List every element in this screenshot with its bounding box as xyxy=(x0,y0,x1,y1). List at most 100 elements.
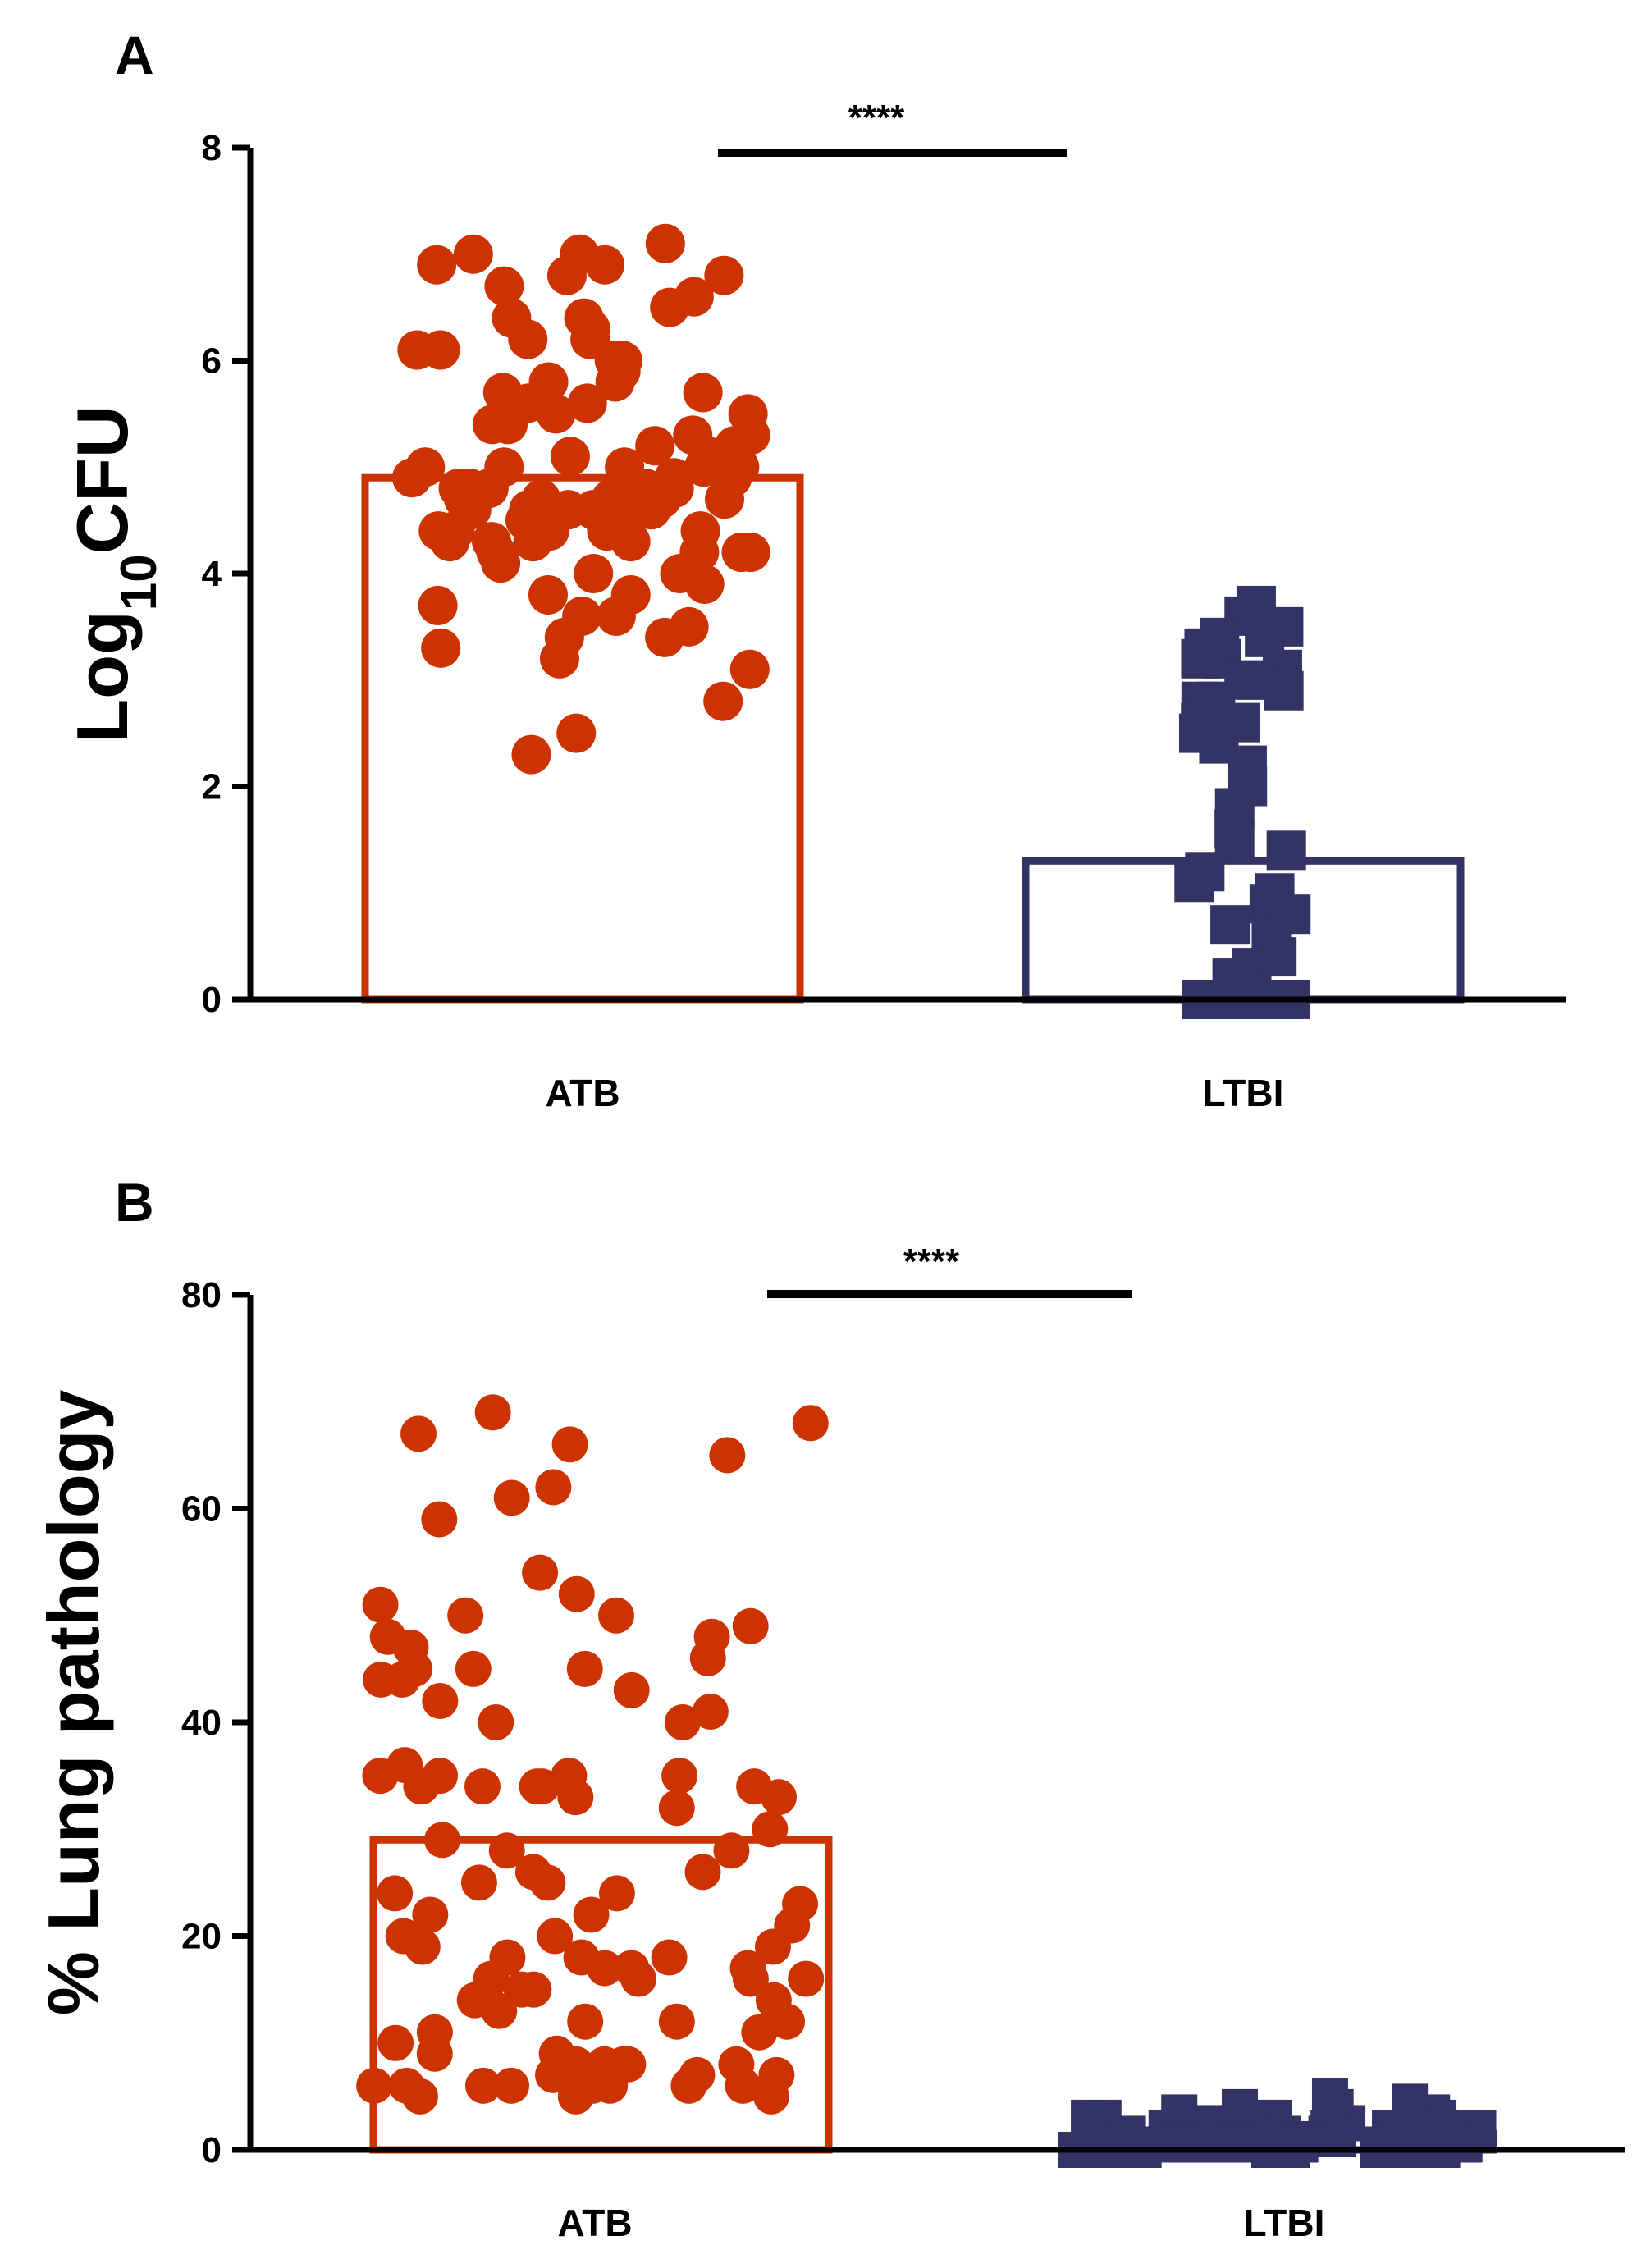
point-atb xyxy=(416,2035,453,2072)
point-atb xyxy=(481,1992,518,2029)
point-atb xyxy=(573,1896,610,1933)
panel-a: A 0 2 4 6 8 Log10CFU **** ATB LTBI xyxy=(62,25,1566,1114)
point-atb xyxy=(522,1554,559,1591)
point-atb xyxy=(464,1768,501,1805)
panel-a-significance-label: **** xyxy=(848,98,905,138)
point-atb xyxy=(484,447,524,487)
point-atb xyxy=(597,1597,634,1634)
point-atb xyxy=(635,426,675,466)
point-atb xyxy=(519,1768,556,1805)
panel-b: B 0 20 40 60 80 % Lung pathology **** ATB LT… xyxy=(33,1172,1625,2244)
point-ltbi xyxy=(1168,2126,1205,2163)
point-atb xyxy=(536,394,576,434)
y-tick-label: 40 xyxy=(181,1703,222,1743)
panel-b-category-label-ltbi: LTBI xyxy=(1244,2202,1325,2244)
point-atb xyxy=(362,1758,399,1795)
panel-a-category-label-ltbi: LTBI xyxy=(1203,1072,1284,1114)
point-atb xyxy=(391,458,432,498)
point-atb xyxy=(418,585,458,625)
point-ltbi xyxy=(1174,862,1214,903)
point-atb xyxy=(363,1661,400,1698)
point-atb xyxy=(650,287,690,327)
point-atb xyxy=(404,1928,441,1965)
point-atb xyxy=(417,245,457,285)
point-atb xyxy=(450,469,491,509)
point-atb xyxy=(732,1960,769,1997)
point-atb xyxy=(664,1704,701,1740)
point-ltbi xyxy=(1266,830,1306,871)
point-atb xyxy=(551,1426,588,1463)
point-atb xyxy=(741,2014,778,2051)
point-atb xyxy=(613,1671,650,1708)
point-atb xyxy=(484,266,524,306)
point-atb xyxy=(478,1704,514,1740)
point-atb xyxy=(689,1639,726,1676)
point-atb xyxy=(558,1575,595,1612)
point-atb xyxy=(356,2067,393,2104)
point-atb xyxy=(422,1682,459,1719)
panel-b-significance-label: **** xyxy=(903,1241,960,1282)
point-atb xyxy=(556,713,597,753)
panel-b-y-axis-label: % Lung pathology xyxy=(33,1390,114,2016)
point-atb xyxy=(725,2067,761,2104)
point-atb xyxy=(651,1939,688,1976)
point-atb xyxy=(683,373,723,413)
y-tick-label: 80 xyxy=(181,1275,222,1315)
point-atb xyxy=(493,1479,530,1516)
point-atb xyxy=(435,511,475,551)
point-atb xyxy=(535,2056,572,2093)
point-atb xyxy=(684,564,725,604)
point-atb xyxy=(752,1811,789,1848)
point-atb xyxy=(730,533,770,573)
point-atb xyxy=(560,234,600,274)
point-atb xyxy=(645,617,685,657)
panel-a-y-ticks: 0 2 4 6 8 xyxy=(202,128,250,1020)
point-atb xyxy=(792,1405,829,1442)
point-atb xyxy=(423,1822,460,1859)
panel-a-marks xyxy=(361,223,1465,1019)
point-ltbi xyxy=(1216,2126,1253,2163)
panel-label-b: B xyxy=(115,1172,154,1232)
panel-a-y-axis-label: Log10CFU xyxy=(62,405,167,743)
point-ltbi xyxy=(1264,670,1304,711)
point-atb xyxy=(729,649,770,689)
point-atb xyxy=(493,2067,530,2104)
point-atb xyxy=(620,1960,657,1997)
point-atb xyxy=(412,1896,449,1933)
point-atb xyxy=(658,1790,695,1827)
point-atb xyxy=(704,255,744,295)
y-tick-label: 0 xyxy=(202,980,222,1020)
point-atb xyxy=(421,1501,458,1538)
point-atb xyxy=(595,362,635,402)
point-atb xyxy=(535,1469,572,1506)
point-atb xyxy=(713,1832,750,1869)
point-atb xyxy=(788,1960,825,1997)
panel-label-a: A xyxy=(115,25,154,85)
point-ltbi xyxy=(1181,638,1221,679)
point-atb xyxy=(692,1693,729,1730)
y-tick-label: 0 xyxy=(202,2130,222,2170)
y-tick-label: 60 xyxy=(181,1489,222,1530)
point-atb xyxy=(645,223,685,263)
point-atb xyxy=(670,2067,707,2104)
point-atb xyxy=(557,1779,594,1816)
point-atb xyxy=(482,373,523,413)
panel-b-y-ticks: 0 20 40 60 80 xyxy=(181,1275,250,2170)
point-atb xyxy=(400,1415,437,1452)
point-atb xyxy=(658,2003,695,2040)
point-atb xyxy=(528,574,568,615)
panel-b-category-label-atb: ATB xyxy=(557,2202,632,2244)
point-atb xyxy=(567,2003,604,2040)
point-atb xyxy=(453,234,493,274)
point-atb xyxy=(754,1928,791,1965)
point-atb xyxy=(598,1875,635,1912)
point-atb xyxy=(511,734,551,775)
point-atb xyxy=(574,554,614,593)
point-atb xyxy=(732,1607,769,1644)
point-atb xyxy=(474,1394,511,1431)
point-atb xyxy=(403,1768,440,1805)
point-atb xyxy=(472,522,512,562)
point-atb xyxy=(761,1779,798,1816)
point-atb xyxy=(654,458,694,498)
